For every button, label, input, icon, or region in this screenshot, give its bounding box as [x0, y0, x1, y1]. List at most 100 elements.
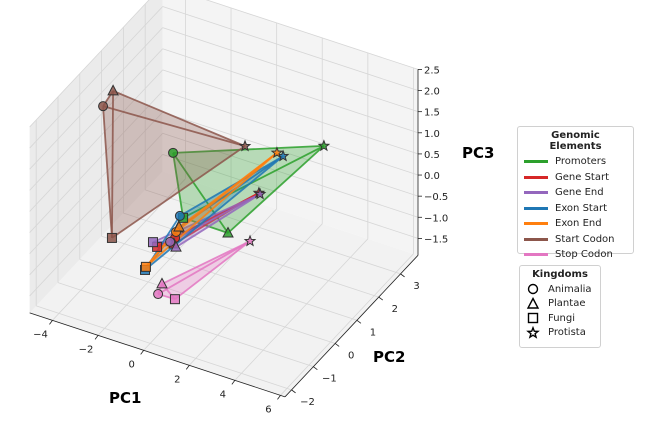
gridline-y [101, 235, 358, 321]
y-tick-label: 2 [392, 304, 398, 315]
point-start-codon-animalia [98, 101, 109, 112]
y-tick-label: 0 [348, 350, 354, 361]
legend-swatch [524, 253, 548, 257]
z-tick-label: 0.0 [424, 171, 440, 182]
point-promoters-plantae [222, 226, 234, 238]
x-tick-label: 6 [265, 404, 271, 415]
edge-exon-end [178, 152, 278, 228]
legend-title: Genomic Elements [549, 130, 602, 152]
y-tick-label: −2 [300, 397, 315, 408]
edge-start-codon [111, 90, 114, 238]
legend-swatch [524, 206, 548, 210]
x-tick-label: −4 [33, 329, 48, 340]
legend-label: Start Codon [555, 233, 615, 245]
legend-label: Protista [548, 327, 586, 339]
gridline-z [29, 69, 163, 212]
x-tick-label: 0 [128, 359, 134, 370]
legend-swatch [524, 191, 548, 195]
circle-marker-icon [527, 284, 539, 295]
edge-exon-start [179, 155, 284, 217]
gridline-z [162, 111, 419, 197]
circle-marker [527, 284, 539, 295]
point-exon-end-protista [270, 146, 284, 159]
square-marker [527, 313, 539, 324]
y-tick [356, 319, 362, 324]
gridline-z [29, 6, 163, 149]
gridline-y [145, 189, 401, 275]
z-tick-label: 2.5 [424, 65, 440, 76]
legend-label: Promoters [555, 156, 607, 168]
edge-stop-codon [161, 240, 251, 285]
legend-item: Gene End [524, 185, 627, 201]
legend-label: Gene End [555, 187, 604, 199]
point-stop-codon-plantae [156, 277, 168, 289]
z-axis-label: PC3 [462, 144, 495, 162]
legend-label: Exon End [555, 218, 602, 230]
edge-start-codon [111, 145, 246, 239]
square-marker-icon [527, 313, 539, 324]
legend-swatch [524, 222, 548, 226]
y-tick [378, 296, 384, 301]
legend-item: Exon Start [524, 201, 627, 217]
left-pane [29, 0, 163, 313]
gridline-z [29, 90, 163, 233]
x-tick-label: 2 [174, 374, 180, 385]
z-tick-label: 1.0 [424, 129, 440, 140]
gridline-z [162, 90, 419, 176]
x-tick [277, 395, 281, 400]
legend-kingdoms: Kingdoms Animalia Plantae Fungi Protista [519, 265, 601, 348]
edge-promoters [173, 144, 324, 154]
gridline-y [36, 305, 292, 391]
gridline-z [162, 69, 419, 155]
legend-item: Gene Start [524, 170, 627, 186]
gridline-x [143, 208, 277, 351]
z-tick-label: −1.0 [424, 213, 448, 224]
y-tick [400, 273, 405, 278]
z-tick-label: −0.5 [424, 192, 448, 203]
edge-exon-end [145, 152, 278, 268]
gridline-z [162, 154, 419, 239]
x-tick-label: −2 [79, 344, 94, 355]
x-tick [94, 335, 99, 340]
point-start-codon-protista [238, 139, 252, 152]
gridline-y [57, 282, 314, 368]
point-gene-end-animalia [165, 236, 176, 247]
point-gene-end-plantae [170, 240, 182, 252]
edge-start-codon [112, 90, 246, 147]
edge-gene-end [175, 193, 261, 248]
polygon-stop-codon [158, 241, 251, 300]
triangle-marker-icon [526, 296, 540, 309]
z-tick-label: 0.5 [424, 150, 440, 161]
gridline-x [280, 253, 414, 396]
legend-item: Protista [526, 325, 594, 341]
z-tick-label: 2.0 [424, 87, 440, 98]
point-promoters-animalia [168, 147, 179, 158]
legend-label: Plantae [548, 298, 586, 310]
legend-item: Start Codon [524, 232, 627, 248]
legend-item: Promoters [524, 154, 627, 170]
legend-item: Plantae [526, 296, 594, 312]
gridline-z [29, 154, 163, 297]
polygon-start-codon [103, 90, 246, 238]
star-marker [526, 325, 540, 339]
point-gene-end-protista [253, 187, 267, 200]
y-tick-label: 3 [413, 281, 419, 292]
point-exon-end-fungi [140, 261, 151, 272]
legend-label: Gene Start [555, 171, 609, 183]
y-tick [313, 366, 318, 370]
legend-label: Animalia [548, 283, 592, 295]
gridline-z [29, 48, 163, 191]
gridline-z [29, 27, 163, 170]
x-tick [231, 380, 236, 385]
y-tick-label: −1 [322, 374, 337, 385]
y-tick [334, 343, 340, 347]
legend-swatch [524, 160, 548, 164]
gridline-y [79, 259, 336, 344]
edge-start-codon [102, 105, 246, 148]
legend-label: Exon Start [555, 202, 607, 214]
legend-item: Fungi [526, 311, 594, 326]
gridline-x [234, 238, 369, 381]
point-gene-end-fungi [147, 237, 158, 248]
gridline-z [162, 27, 419, 113]
